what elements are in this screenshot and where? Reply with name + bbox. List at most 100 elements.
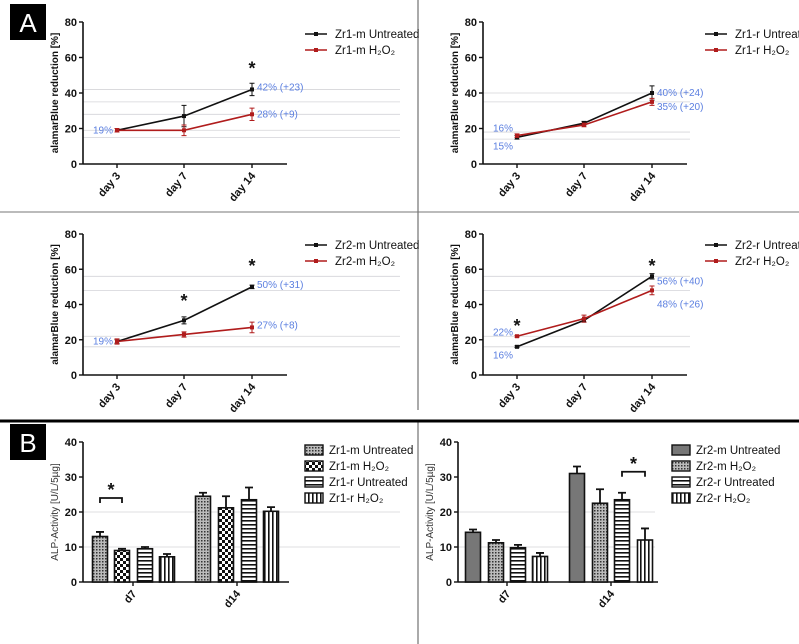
chart-b1: 0 10 20 30 40 ALP-Activity [U/L/5µg] d7 d14 Zr1-… [50,437,413,610]
significance-star: * [630,454,637,474]
y-tick-label: 80 [465,229,477,241]
data-point [515,344,519,349]
error-bar [222,495,230,508]
data-point [115,128,119,133]
y-tick-label: 80 [465,17,477,29]
y-tick-label: 0 [71,159,77,171]
y-tick-label: 10 [440,542,452,554]
y-tick-label: 40 [465,88,477,100]
data-point [182,128,186,133]
legend-marker [714,48,718,52]
bar [636,539,654,583]
x-tick-label: d7 [122,588,139,606]
bar [464,531,482,583]
legend-label: Zr2-r Untreated [696,477,775,489]
x-tick-label: day 3 [496,381,523,410]
bar [113,549,131,583]
value-annotation: 16% [493,124,513,135]
y-tick-label: 0 [471,370,477,382]
legend-swatch [671,460,691,472]
y-tick-label: 60 [65,53,77,65]
y-tick-label: 40 [65,88,77,100]
series-line [516,289,653,337]
legend-label: Zr1-r H₂O₂ [735,45,789,57]
bar [591,502,609,583]
svg-text:B: B [19,428,36,458]
value-annotation: 27% (+8) [257,321,298,332]
legend-swatch [671,476,691,488]
x-tick-label: day 7 [163,170,190,199]
chart-b2: 0 10 20 30 40 ALP-Activity [U/L/5µg] d7 d14 Zr2-… [425,437,780,610]
bar [262,510,280,583]
data-point [182,332,186,337]
x-tick-label: d7 [496,588,513,606]
legend-label: Zr2-m H₂O₂ [696,461,756,473]
legend-marker [314,32,318,36]
x-tick-label: day 3 [96,170,123,199]
y-tick-label: 20 [440,507,452,519]
data-point [250,87,254,92]
legend-label: Zr1-m Untreated [329,445,413,457]
y-axis-label: alamarBlue reduction [%] [450,244,461,365]
legend-label: Zr2-m Untreated [696,445,780,457]
value-annotation: 35% (+20) [657,102,703,113]
y-tick-label: 20 [465,335,477,347]
legend-marker [714,259,718,263]
bar [509,546,527,583]
legend-marker [314,259,318,263]
error-bar [641,527,649,540]
legend-swatch [671,444,691,456]
y-tick-label: 0 [446,577,452,589]
x-tick-label: d14 [596,588,618,611]
legend-label: Zr1-m H₂O₂ [335,45,395,57]
legend-label: Zr2-r Untreated [735,240,799,252]
y-tick-label: 60 [65,264,77,276]
bar [531,555,549,583]
value-annotation: 16% [493,351,513,362]
error-bar [596,488,604,504]
x-tick-label: day 7 [563,381,590,410]
value-annotation: 40% (+24) [657,88,703,99]
significance-star: * [107,480,114,500]
data-point [515,334,519,339]
chart-a2: 0 20 40 60 80 alamarBlue reduction [%] day 3 da… [450,17,799,204]
bar [217,506,235,583]
data-point [250,325,254,330]
data-point [650,288,654,293]
significance-star: * [648,256,655,276]
value-annotation: 15% [493,141,513,152]
y-tick-label: 20 [65,335,77,347]
legend-swatch [304,476,324,488]
legend-swatch [304,460,324,472]
legend-marker [314,48,318,52]
data-point [650,99,654,104]
y-tick-label: 80 [65,17,77,29]
y-tick-label: 60 [465,53,477,65]
value-annotation: 28% (+9) [257,109,298,120]
significance-bracket [99,497,123,503]
legend-label: Zr2-r H₂O₂ [735,256,789,268]
legend-swatch [304,492,324,504]
y-tick-label: 0 [71,370,77,382]
chart-a3: 0 20 40 60 80 alamarBlue reduction [%] day 3 da… [50,229,419,415]
y-tick-label: 10 [65,542,77,554]
bar [568,472,586,583]
legend-swatch [671,492,691,504]
value-annotation: 50% (+31) [257,280,303,291]
x-tick-label: day 14 [627,381,659,416]
y-axis-label: ALP-Activity [U/L/5µg] [425,463,436,561]
panel-label-a: A [10,4,46,40]
y-tick-label: 60 [465,264,477,276]
legend-marker [714,32,718,36]
data-point [582,122,586,127]
significance-star: * [180,291,187,311]
bar [136,547,154,583]
x-tick-label: day 3 [96,381,123,410]
legend-label: Zr2-m Untreated [335,240,419,252]
y-tick-label: 20 [65,507,77,519]
bar [91,535,109,583]
value-annotation: 19% [93,337,113,348]
error-bar [618,491,626,500]
x-tick-label: day 14 [627,170,659,205]
series-line [516,92,653,139]
